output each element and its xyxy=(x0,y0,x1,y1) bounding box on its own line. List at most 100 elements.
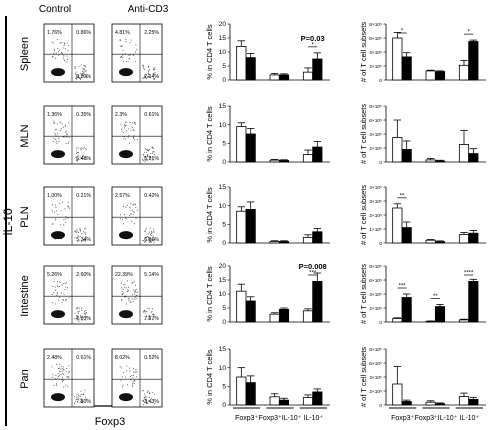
bar-anti-cd3 xyxy=(278,241,290,244)
y-tick-label: 6×10⁶ xyxy=(369,361,382,367)
y-tick-label: 5 xyxy=(222,384,226,391)
quadrant-lower-right: 7.83% xyxy=(76,316,91,322)
bar-anti-cd3 xyxy=(468,153,479,163)
bar-control xyxy=(236,126,247,163)
plot-frame xyxy=(43,23,95,83)
core-population xyxy=(51,231,65,240)
core-population xyxy=(119,68,133,77)
significance-stars: ** xyxy=(433,294,438,300)
quadrant-upper-left: 1.76% xyxy=(47,30,62,36)
y-tick-label: 0 xyxy=(222,240,226,247)
bar-control xyxy=(458,234,470,244)
bar-control xyxy=(425,70,436,81)
bar-control xyxy=(392,37,403,81)
group-label: IL-10⁺ xyxy=(304,415,324,422)
bar-anti-cd3 xyxy=(245,57,256,81)
bar-anti-cd3 xyxy=(245,133,256,163)
tissue-label: MLN xyxy=(19,124,31,147)
bar-control xyxy=(392,383,403,406)
significance-stars: * xyxy=(467,30,470,36)
y-tick-label: 4×10⁶ xyxy=(369,132,382,138)
quadrant-upper-right: 0.61% xyxy=(76,355,91,361)
core-population xyxy=(119,231,133,240)
y-tick-label: 8×10⁶ xyxy=(369,264,382,270)
bar-chart: 0 2×10⁶ 4×10⁶ 6×10⁶ 8×10⁶# of T cell subsets… xyxy=(359,264,486,326)
flow-plot: 8.02% 0.52% 3.43% xyxy=(111,348,163,408)
quadrant-upper-left: 2.48% xyxy=(47,355,62,361)
bar-control xyxy=(269,159,280,163)
group-label: Foxp3⁺IL-10⁺ xyxy=(259,415,302,422)
y-axis-label: # of T cell subsets xyxy=(359,22,368,82)
bar-control xyxy=(302,154,314,163)
bar-control xyxy=(458,396,470,406)
bar-chart: 0 5 10 15 20 % in CD4 T cells *P=0.03 xyxy=(205,21,330,84)
y-tick-label: 0 xyxy=(379,241,382,247)
bar-control xyxy=(269,74,280,81)
quadrant-upper-right: 5.14% xyxy=(144,272,159,278)
core-population xyxy=(51,310,65,319)
y-tick-label: 6×10⁶ xyxy=(369,118,382,124)
quadrant-upper-right: 0.42% xyxy=(144,193,159,199)
significance-stars: ** xyxy=(400,193,405,199)
flow-plot: 1.00% 0.21% 5.34% xyxy=(43,186,95,246)
core-population xyxy=(119,150,133,159)
y-tick-label: 10 xyxy=(219,203,227,210)
p-value-label: P=0.03 xyxy=(301,34,325,43)
significance-stars: *** xyxy=(398,284,406,290)
flow-plot: 2.3% 0.61% 5.21% xyxy=(111,105,163,165)
y-axis-label: % in CD4 T cells xyxy=(205,187,214,242)
y-tick-label: 0 xyxy=(222,319,226,326)
bar-control xyxy=(236,210,247,244)
y-tick-label: 8×10⁶ xyxy=(369,347,382,353)
bar-chart: 0 2×10⁶ 4×10⁶ 6×10⁶ 8×10⁶# of T cell subsets… xyxy=(359,22,486,84)
y-axis-label: % in CD4 T cells xyxy=(205,349,214,404)
y-axis-label: % in CD4 T cells xyxy=(205,24,214,79)
bar-control xyxy=(236,46,247,81)
bar-control xyxy=(392,137,403,163)
y-tick-label: 0 xyxy=(379,160,382,166)
y-tick-label: 3×10⁶ xyxy=(369,199,382,205)
quadrant-upper-left: 8.02% xyxy=(115,355,130,361)
y-axis-label: # of T cell subsets xyxy=(359,104,368,164)
bar-anti-cd3 xyxy=(468,398,479,406)
p-value-label: P=0.008 xyxy=(299,262,327,271)
flow-plot: 1.36% 0.35% 6.48% xyxy=(43,105,95,165)
quadrant-upper-left: 22.39% xyxy=(115,272,133,278)
group-label: Foxp3⁺ xyxy=(235,415,258,422)
y-tick-label: 5 xyxy=(222,63,226,70)
header-control: Control xyxy=(39,4,71,15)
tissue-label: Intestine xyxy=(19,275,31,317)
y-tick-label: 0 xyxy=(222,402,226,409)
y-tick-label: 15 xyxy=(219,277,227,284)
flow-plots: 1.76% 0.86% 0.80% 4.81% 2.25% 7.14% 1.36% 0.35%… xyxy=(43,23,163,408)
y-tick-label: 20 xyxy=(219,263,227,270)
y-tick-label: 5 xyxy=(222,141,226,148)
bar-control xyxy=(392,318,403,323)
quadrant-upper-left: 1.00% xyxy=(47,193,62,199)
y-tick-label: 2×10⁶ xyxy=(369,64,382,70)
bar-control xyxy=(425,320,436,323)
y-tick-label: 2×10⁶ xyxy=(369,146,382,152)
flow-plot: 22.39% 5.14% 7.17% xyxy=(111,265,163,325)
y-tick-label: 4×10⁶ xyxy=(369,292,382,298)
bar-anti-cd3 xyxy=(434,403,446,406)
bar-anti-cd3 xyxy=(434,241,446,244)
quadrant-lower-right: 5.34% xyxy=(76,237,91,243)
core-population xyxy=(119,310,133,319)
y-tick-label: 4×10⁶ xyxy=(369,50,382,56)
quadrant-upper-right: 0.86% xyxy=(76,30,91,36)
tissue-label: PLN xyxy=(19,206,31,227)
y-axis-label: # of T cell subsets xyxy=(359,264,368,324)
bar-anti-cd3 xyxy=(245,208,256,244)
y-tick-label: 0 xyxy=(379,78,382,84)
bar-control xyxy=(236,376,247,406)
bar-control xyxy=(236,290,247,323)
quadrant-upper-right: 2.25% xyxy=(144,30,159,36)
significance-stars: **** xyxy=(464,271,474,277)
tissue-label: Pan xyxy=(19,369,31,389)
quadrant-lower-right: 7.14% xyxy=(144,74,159,80)
group-label: Foxp3⁺IL-10⁺ xyxy=(415,415,458,422)
flow-plot: 4.81% 2.25% 7.14% xyxy=(111,23,163,83)
bar-control xyxy=(392,207,403,244)
tissue-labels: Spleen MLN PLN Intestine Pan xyxy=(19,37,31,389)
